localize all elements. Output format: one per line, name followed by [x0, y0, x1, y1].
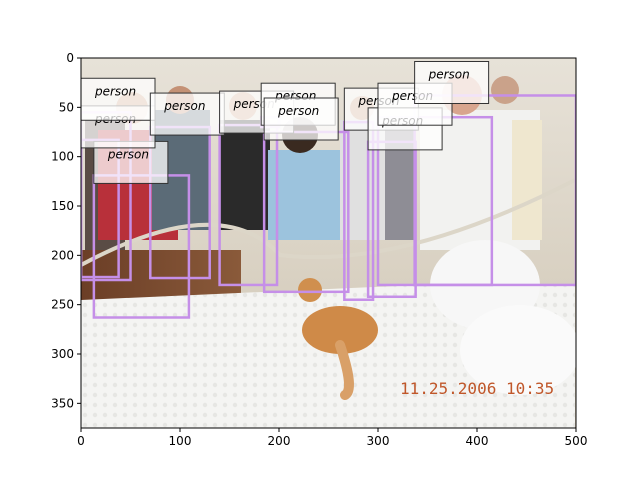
y-tick-label: 50: [59, 100, 74, 114]
y-tick-label: 350: [51, 396, 74, 410]
x-axis: 0 100 200 300 400 500: [77, 428, 587, 448]
y-tick-label: 100: [51, 150, 74, 164]
y-tick-label: 250: [51, 298, 74, 312]
detection-label: person: [277, 104, 319, 118]
x-tick-label: 100: [169, 434, 192, 448]
x-tick-label: 0: [77, 434, 85, 448]
detection-label: person: [163, 99, 205, 113]
x-tick-label: 300: [367, 434, 390, 448]
x-tick-label: 400: [466, 434, 489, 448]
y-tick-label: 200: [51, 248, 74, 262]
detection-label-bg: [263, 97, 339, 141]
detection-label-bg: [414, 60, 490, 104]
y-tick-label: 150: [51, 199, 74, 213]
x-tick-label: 200: [268, 434, 291, 448]
detection-label: person: [94, 84, 136, 98]
x-tick-label: 500: [565, 434, 588, 448]
detection-label: person: [428, 67, 470, 81]
cat: [298, 278, 378, 400]
y-tick-label: 0: [66, 51, 74, 65]
timestamp: 11.25.2006 10:35: [400, 379, 554, 398]
y-axis: 0 50 100 150 200 250 300 350: [51, 51, 81, 410]
detection-box: [413, 94, 576, 287]
y-tick-label: 300: [51, 347, 74, 361]
detection-label-bg: [149, 92, 225, 136]
detection-label: person: [107, 147, 149, 161]
axes-frame: [80, 57, 577, 429]
